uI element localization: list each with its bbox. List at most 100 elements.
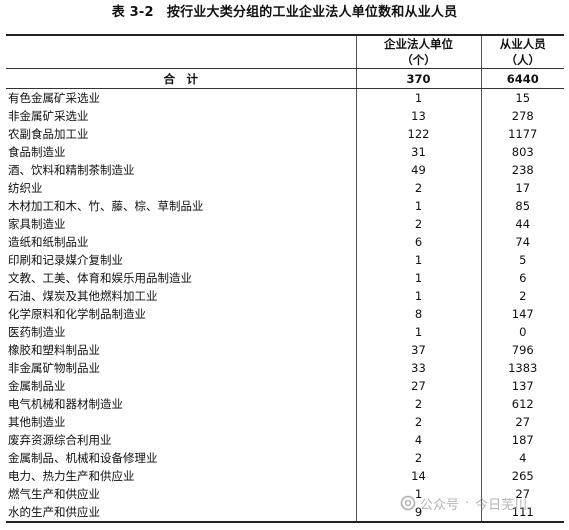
row-units: 2 — [355, 179, 482, 197]
row-units: 8 — [355, 305, 482, 323]
table-row: 非金属矿采选业 13 278 — [6, 107, 564, 125]
row-employees: 612 — [480, 395, 564, 413]
row-employees: 137 — [480, 377, 564, 395]
table-row: 医药制造业 1 0 — [6, 323, 564, 341]
row-units: 4 — [355, 431, 482, 449]
table-row: 食品制造业 31 803 — [6, 143, 564, 161]
row-industry-name: 非金属矿采选业 — [6, 107, 357, 125]
row-industry-name: 废弃资源综合利用业 — [6, 431, 357, 449]
row-industry-name: 石油、煤炭及其他燃料加工业 — [6, 287, 357, 305]
row-industry-name: 电力、热力生产和供应业 — [6, 467, 357, 485]
row-units: 33 — [355, 359, 482, 377]
row-employees: 0 — [480, 323, 564, 341]
table-row: 农副食品加工业 122 1177 — [6, 125, 564, 143]
row-employees: 5 — [480, 251, 564, 269]
header-employees: 从业人员 （人） — [480, 34, 564, 69]
row-employees: 187 — [480, 431, 564, 449]
table-row: 其他制造业 2 27 — [6, 413, 564, 431]
row-industry-name: 金属制品、机械和设备修理业 — [6, 449, 357, 467]
row-industry-name: 燃气生产和供应业 — [6, 485, 357, 503]
table-row: 造纸和纸制品业 6 74 — [6, 233, 564, 251]
row-employees: 6 — [480, 269, 564, 287]
row-employees: 74 — [480, 233, 564, 251]
table-row: 化学原料和化学制品制造业 8 147 — [6, 305, 564, 323]
row-employees: 803 — [480, 143, 564, 161]
row-units: 1 — [355, 269, 482, 287]
row-industry-name: 化学原料和化学制品制造业 — [6, 305, 357, 323]
table-row: 纺织业 2 17 — [6, 179, 564, 197]
row-employees: 2 — [480, 287, 564, 305]
row-industry-name: 酒、饮料和精制茶制造业 — [6, 161, 357, 179]
row-units: 31 — [355, 143, 482, 161]
row-employees: 238 — [480, 161, 564, 179]
header-industry — [6, 34, 357, 69]
row-units: 14 — [355, 467, 482, 485]
row-units: 1 — [355, 323, 482, 341]
header-employees-line1: 从业人员 — [499, 37, 546, 51]
industry-table: 企业法人单位 （个） 从业人员 （人） 合 计 370 6440 有色金属矿采选… — [6, 34, 564, 523]
row-employees: 4 — [480, 449, 564, 467]
row-units: 1 — [355, 88, 482, 107]
row-industry-name: 农副食品加工业 — [6, 125, 357, 143]
table-row: 橡胶和塑料制品业 37 796 — [6, 341, 564, 359]
row-employees: 27 — [480, 485, 564, 503]
row-employees: 27 — [480, 413, 564, 431]
table-row: 有色金属矿采选业 1 15 — [6, 88, 564, 107]
table-row: 金属制品、机械和设备修理业 2 4 — [6, 449, 564, 467]
table-header-row: 企业法人单位 （个） 从业人员 （人） — [6, 34, 564, 69]
table-row: 金属制品业 27 137 — [6, 377, 564, 395]
row-industry-name: 纺织业 — [6, 179, 357, 197]
row-industry-name: 金属制品业 — [6, 377, 357, 395]
row-industry-name: 食品制造业 — [6, 143, 357, 161]
row-industry-name: 电气机械和器材制造业 — [6, 395, 357, 413]
table-row: 家具制造业 2 44 — [6, 215, 564, 233]
row-industry-name: 水的生产和供应业 — [6, 503, 357, 523]
table-row: 废弃资源综合利用业 4 187 — [6, 431, 564, 449]
table-row: 石油、煤炭及其他燃料加工业 1 2 — [6, 287, 564, 305]
row-industry-name: 有色金属矿采选业 — [6, 88, 357, 107]
row-units: 6 — [355, 233, 482, 251]
row-units: 1 — [355, 251, 482, 269]
row-employees: 265 — [480, 467, 564, 485]
row-units: 1 — [355, 197, 482, 215]
row-employees: 44 — [480, 215, 564, 233]
table-row: 燃气生产和供应业 1 27 — [6, 485, 564, 503]
table-row: 木材加工和木、竹、藤、棕、草制品业 1 85 — [6, 197, 564, 215]
row-employees: 278 — [480, 107, 564, 125]
row-industry-name: 医药制造业 — [6, 323, 357, 341]
row-employees: 1383 — [480, 359, 564, 377]
row-employees: 796 — [480, 341, 564, 359]
total-employees: 6440 — [480, 68, 564, 89]
table-row: 电力、热力生产和供应业 14 265 — [6, 467, 564, 485]
header-units-line1: 企业法人单位 — [384, 37, 453, 51]
row-industry-name: 造纸和纸制品业 — [6, 233, 357, 251]
row-industry-name: 印刷和记录媒介复制业 — [6, 251, 357, 269]
row-units: 2 — [355, 395, 482, 413]
row-industry-name: 橡胶和塑料制品业 — [6, 341, 357, 359]
header-units-line2: （个） — [401, 53, 436, 67]
row-units: 2 — [355, 215, 482, 233]
row-units: 9 — [355, 503, 482, 523]
row-employees: 111 — [480, 503, 564, 523]
row-industry-name: 非金属矿物制品业 — [6, 359, 357, 377]
total-label: 合 计 — [6, 68, 357, 89]
table-row: 印刷和记录媒介复制业 1 5 — [6, 251, 564, 269]
table-row: 非金属矿物制品业 33 1383 — [6, 359, 564, 377]
row-units: 37 — [355, 341, 482, 359]
row-units: 13 — [355, 107, 482, 125]
row-employees: 1177 — [480, 125, 564, 143]
header-units: 企业法人单位 （个） — [355, 34, 482, 69]
row-industry-name: 家具制造业 — [6, 215, 357, 233]
row-units: 1 — [355, 287, 482, 305]
row-industry-name: 文教、工美、体育和娱乐用品制造业 — [6, 269, 357, 287]
row-employees: 17 — [480, 179, 564, 197]
total-units: 370 — [355, 68, 482, 89]
row-industry-name: 木材加工和木、竹、藤、棕、草制品业 — [6, 197, 357, 215]
table-row: 酒、饮料和精制茶制造业 49 238 — [6, 161, 564, 179]
row-units: 122 — [355, 125, 482, 143]
row-employees: 147 — [480, 305, 564, 323]
row-employees: 15 — [480, 88, 564, 107]
header-employees-line2: （人） — [505, 53, 541, 67]
table-row: 水的生产和供应业 9 111 — [6, 503, 564, 523]
row-units: 49 — [355, 161, 482, 179]
